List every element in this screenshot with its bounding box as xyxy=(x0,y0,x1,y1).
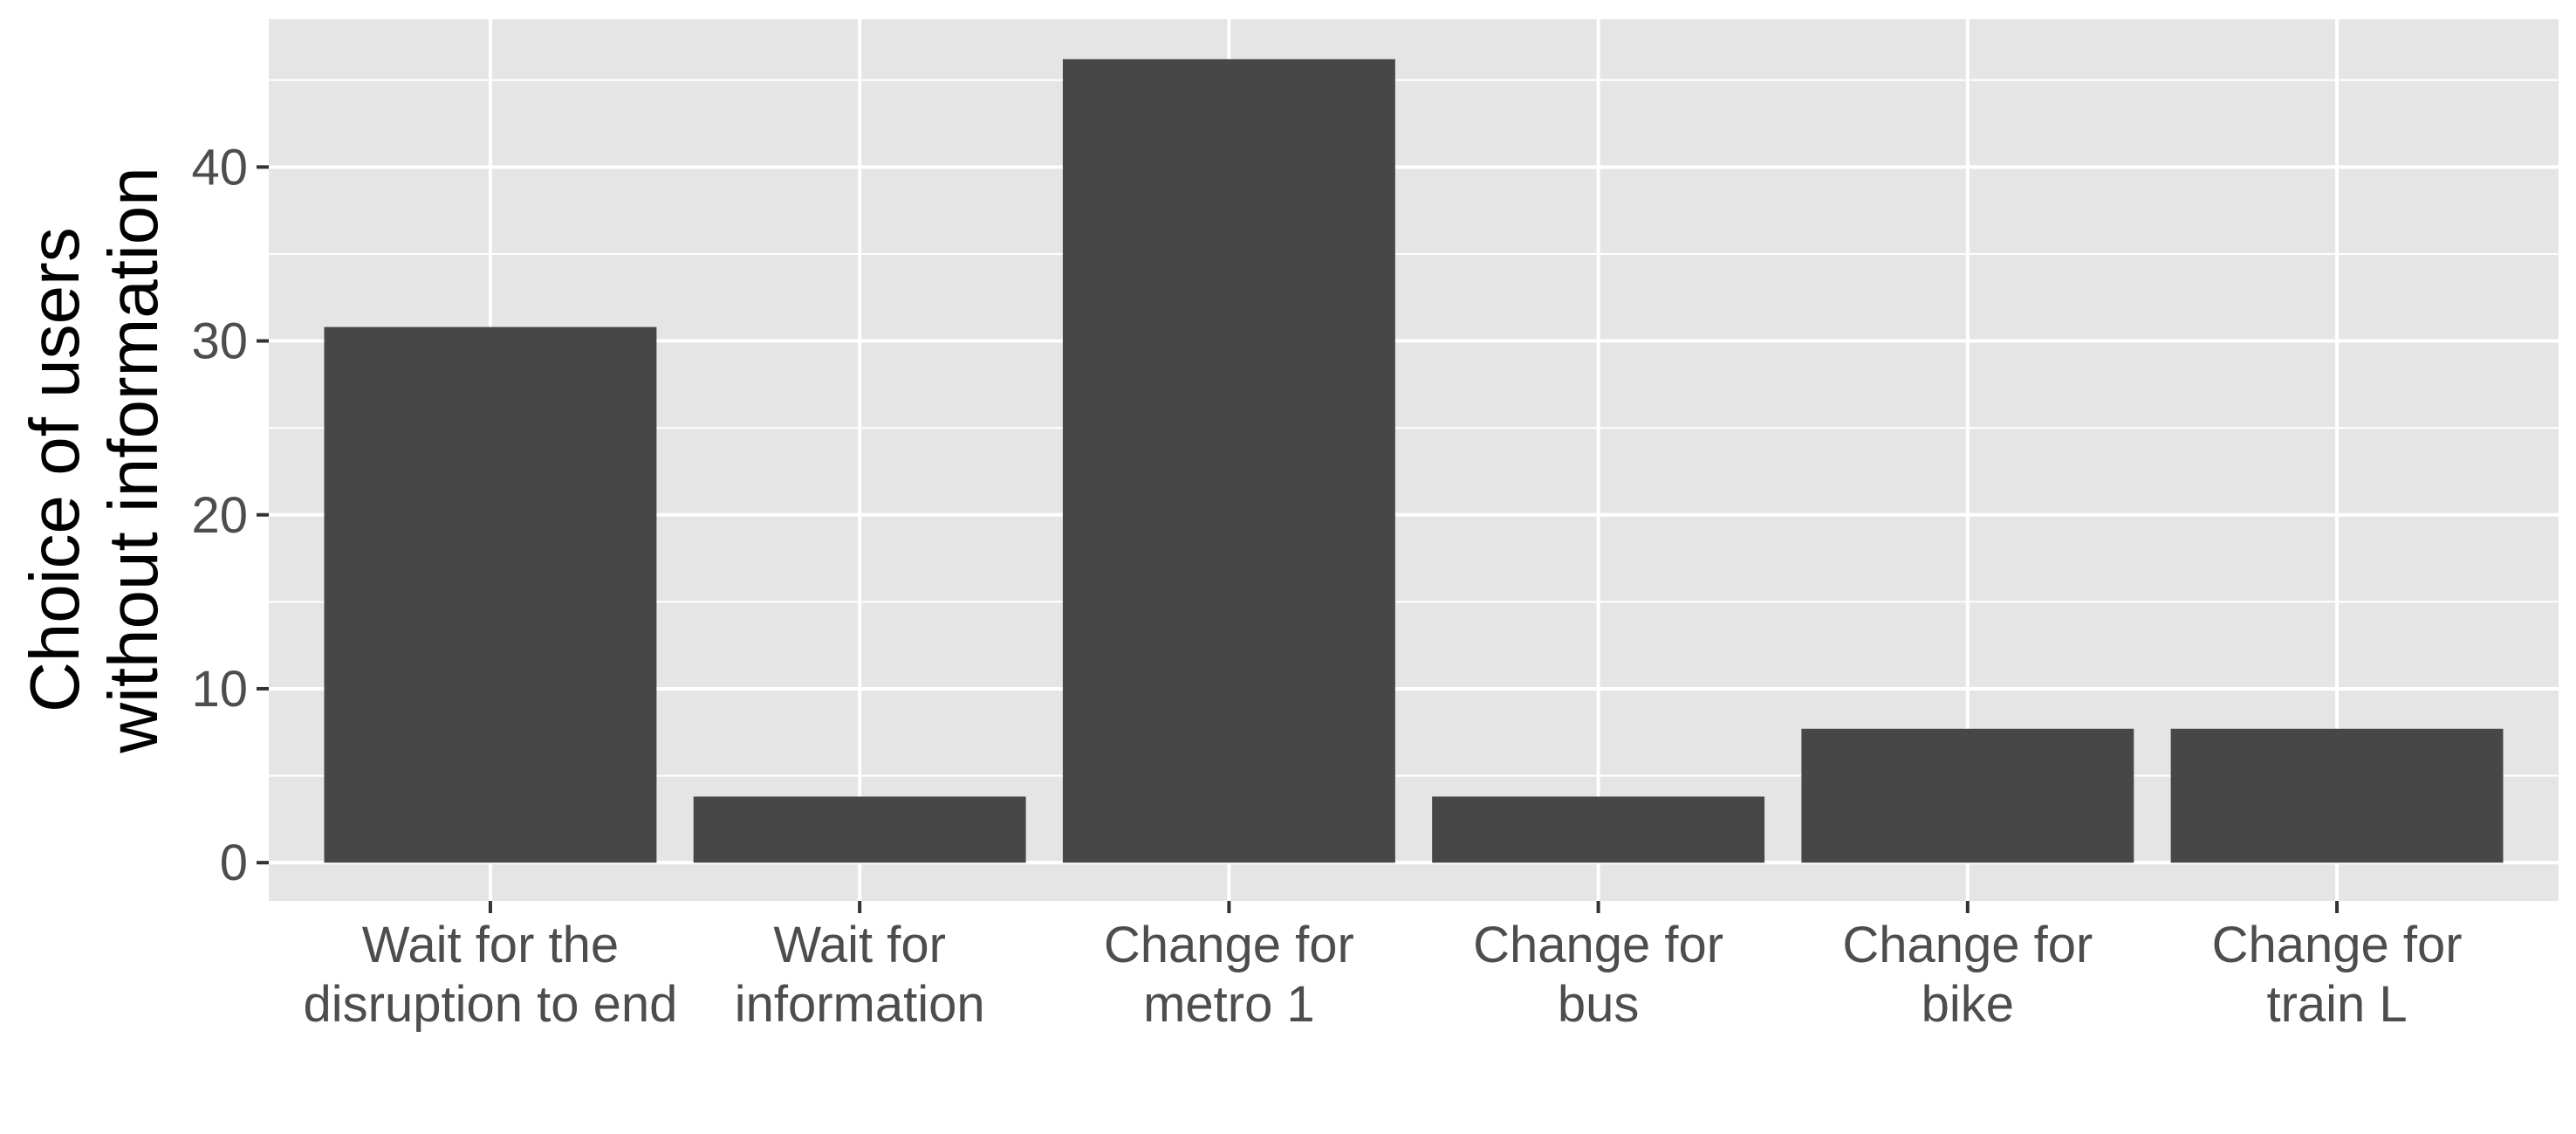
bars xyxy=(324,58,2504,863)
x-tick-label: Change for bike xyxy=(1842,917,2093,1033)
x-tick-label-line: disruption to end xyxy=(304,976,678,1033)
x-tick-label-line: bus xyxy=(1558,976,1640,1033)
bar xyxy=(324,326,657,863)
x-tick-label-line: bike xyxy=(1922,976,2014,1033)
y-axis-title-line-2: without information xyxy=(94,167,172,753)
x-tick-label: Change for bus xyxy=(1473,917,1723,1033)
y-axis: 0 10 20 30 40 xyxy=(191,139,269,891)
x-tick-label-line: Change for xyxy=(1104,917,1354,973)
bar xyxy=(1432,796,1765,863)
bar xyxy=(1801,728,2134,863)
bar xyxy=(1062,58,1395,863)
x-tick-label-line: metro 1 xyxy=(1143,976,1315,1033)
x-tick-label-line: train L xyxy=(2266,976,2407,1033)
x-tick-label-line: Wait for the xyxy=(362,917,619,973)
x-tick-label: Wait for information xyxy=(735,917,985,1033)
y-tick-label: 40 xyxy=(191,139,248,196)
bar xyxy=(693,796,1026,863)
x-axis: Wait for the disruption to end Wait for inf… xyxy=(304,901,2463,1033)
x-tick-label: Wait for the disruption to end xyxy=(304,917,678,1033)
x-tick-label-line: Change for xyxy=(1842,917,2093,973)
y-axis-title-line-1: Choice of users xyxy=(16,227,93,712)
x-tick-label-line: Change for xyxy=(2212,917,2463,973)
x-tick-label-line: Change for xyxy=(1473,917,1723,973)
y-tick-label: 10 xyxy=(191,661,248,718)
bar xyxy=(2170,728,2504,863)
y-tick-label: 20 xyxy=(191,487,248,544)
y-tick-label: 30 xyxy=(191,313,248,370)
x-tick-label-line: Wait for xyxy=(773,917,946,973)
x-tick-label: Change for metro 1 xyxy=(1104,917,1354,1033)
x-tick-label-line: information xyxy=(735,976,985,1033)
y-tick-label: 0 xyxy=(220,835,248,891)
y-axis-title: Choice of users without information xyxy=(16,167,172,753)
x-tick-label: Change for train L xyxy=(2212,917,2463,1033)
